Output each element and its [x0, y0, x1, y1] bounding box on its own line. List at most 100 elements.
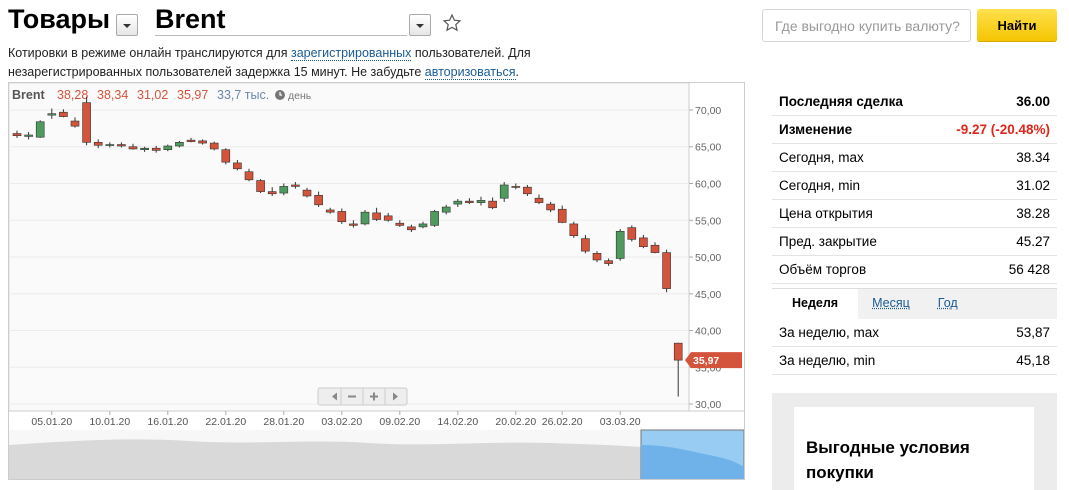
candle-body [117, 144, 126, 147]
y-tick-label: 30,00 [695, 399, 721, 411]
chart-box: Brent 38,28 38,34 31,02 35,97 33,7 тыс. … [8, 82, 745, 480]
candle-body [12, 133, 22, 137]
candle-body [349, 223, 358, 226]
stat-label: Объём торгов [779, 262, 867, 277]
instrument-underline [155, 35, 407, 36]
notice-text: Котировки в режиме онлайн транслируются … [8, 46, 291, 60]
stat-value: 36.00 [1016, 94, 1050, 109]
x-tick-label: 05.01.20 [31, 416, 72, 428]
stats-row: Сегодня, min 31.02 [772, 172, 1057, 200]
stats-row: Последняя сделка 36.00 [772, 88, 1057, 116]
x-tick-label: 10.01.20 [89, 416, 130, 428]
candle-body [291, 184, 300, 187]
candle-body [267, 191, 277, 195]
candle-body [430, 211, 439, 226]
candle-body [93, 142, 103, 146]
zoom-in[interactable] [370, 392, 378, 401]
candle-body [662, 252, 671, 289]
candle-body [360, 211, 370, 225]
candle-body [441, 206, 451, 213]
stat-value: 31.02 [1016, 178, 1050, 193]
period-tab[interactable]: Неделя [772, 289, 859, 319]
notice-text: пользователей. Для незарегистрированных … [8, 46, 531, 79]
candle-body [140, 147, 149, 150]
x-tick-label: 28.01.20 [263, 416, 304, 428]
candle-body [256, 180, 265, 192]
candle-body [325, 209, 335, 213]
stat-label: Пред. закрытие [779, 234, 877, 249]
instrument-dropdown[interactable] [409, 14, 431, 36]
candle-body [523, 186, 532, 195]
instrument-title: Brent [155, 4, 226, 34]
candle-body [337, 211, 347, 223]
candle-body [465, 200, 474, 203]
stat-value: 45,18 [1016, 353, 1050, 368]
candle-body [59, 111, 68, 117]
promo-card: Выгодные условия покупки [794, 407, 1034, 490]
candle-body [209, 142, 219, 150]
candle-body [302, 189, 312, 197]
candle-body [70, 120, 80, 127]
favorite-star[interactable] [442, 13, 462, 33]
stat-label: Цена открытия [779, 206, 873, 221]
candle-body [639, 237, 648, 248]
stat-label: Последняя сделка [779, 94, 903, 109]
candle-body [511, 186, 521, 188]
stats-row: Изменение -9.27 (-20.48%) [772, 116, 1057, 144]
candle-body [418, 223, 428, 228]
stats-row: Цена открытия 38.28 [772, 200, 1057, 228]
candle-body [24, 134, 33, 137]
search-button[interactable]: Найти [977, 9, 1057, 42]
candle-body [650, 244, 660, 253]
candle-body [453, 200, 463, 205]
stat-value: 56 428 [1008, 262, 1050, 277]
scroll-left[interactable] [332, 392, 337, 401]
x-tick-label: 16.01.20 [147, 416, 188, 428]
y-tick-label: 45,00 [695, 289, 721, 301]
candle-body [488, 200, 497, 209]
week-table: За неделю, max 53,87 За неделю, min 45,18 [772, 319, 1057, 375]
x-tick-label: 09.02.20 [379, 416, 420, 428]
y-tick-label: 55,00 [695, 215, 721, 227]
legend-low: 31,02 [137, 88, 168, 102]
x-tick-label: 14.02.20 [437, 416, 478, 428]
quote-panel: Последняя сделка 36.00 Изменение -9.27 (-20… [772, 88, 1057, 375]
category-dropdown[interactable] [116, 14, 138, 36]
candle-body [105, 144, 115, 146]
candle-body [407, 226, 416, 231]
candle-body [383, 215, 393, 221]
candle-body [592, 253, 602, 261]
candle-body [569, 223, 579, 236]
register-link[interactable]: зарегистрированных [290, 46, 412, 61]
last-price-tag [685, 352, 742, 369]
candle-body [499, 184, 509, 199]
search-input[interactable]: Где выгодно купить валюту? [762, 9, 971, 42]
plot-area [8, 82, 690, 412]
candle-body [557, 208, 567, 223]
chart: Brent 38,28 38,34 31,02 35,97 33,7 тыс. … [8, 82, 745, 480]
legend: Brent 38,28 38,34 31,02 35,97 33,7 тыс. … [12, 88, 312, 102]
stat-value: 38.34 [1016, 150, 1050, 165]
promo-title: Выгодные условия покупки [806, 438, 970, 482]
candle-body [186, 139, 196, 142]
candle-body [47, 113, 57, 116]
scroll-right[interactable] [393, 392, 398, 401]
period-tabs: Неделя Месяц Год [772, 288, 1057, 319]
period-tab[interactable]: Год [937, 296, 958, 310]
zoom-controls [317, 387, 408, 406]
stat-value: 53,87 [1016, 325, 1050, 340]
period-tab[interactable]: Месяц [872, 296, 910, 310]
stats-row: Пред. закрытие 45.27 [772, 228, 1057, 256]
candle-body [244, 171, 254, 181]
candle-body [175, 142, 184, 147]
legend-close: 35,97 [177, 88, 208, 102]
stat-label: Сегодня, min [779, 178, 860, 193]
login-link[interactable]: авторизоваться [424, 65, 516, 80]
candle-body [221, 149, 231, 163]
candle-body [615, 230, 625, 259]
candle-body [534, 197, 544, 203]
candle-body [198, 140, 207, 144]
candle-body [314, 194, 323, 206]
x-tick-label: 20.02.20 [495, 416, 536, 428]
